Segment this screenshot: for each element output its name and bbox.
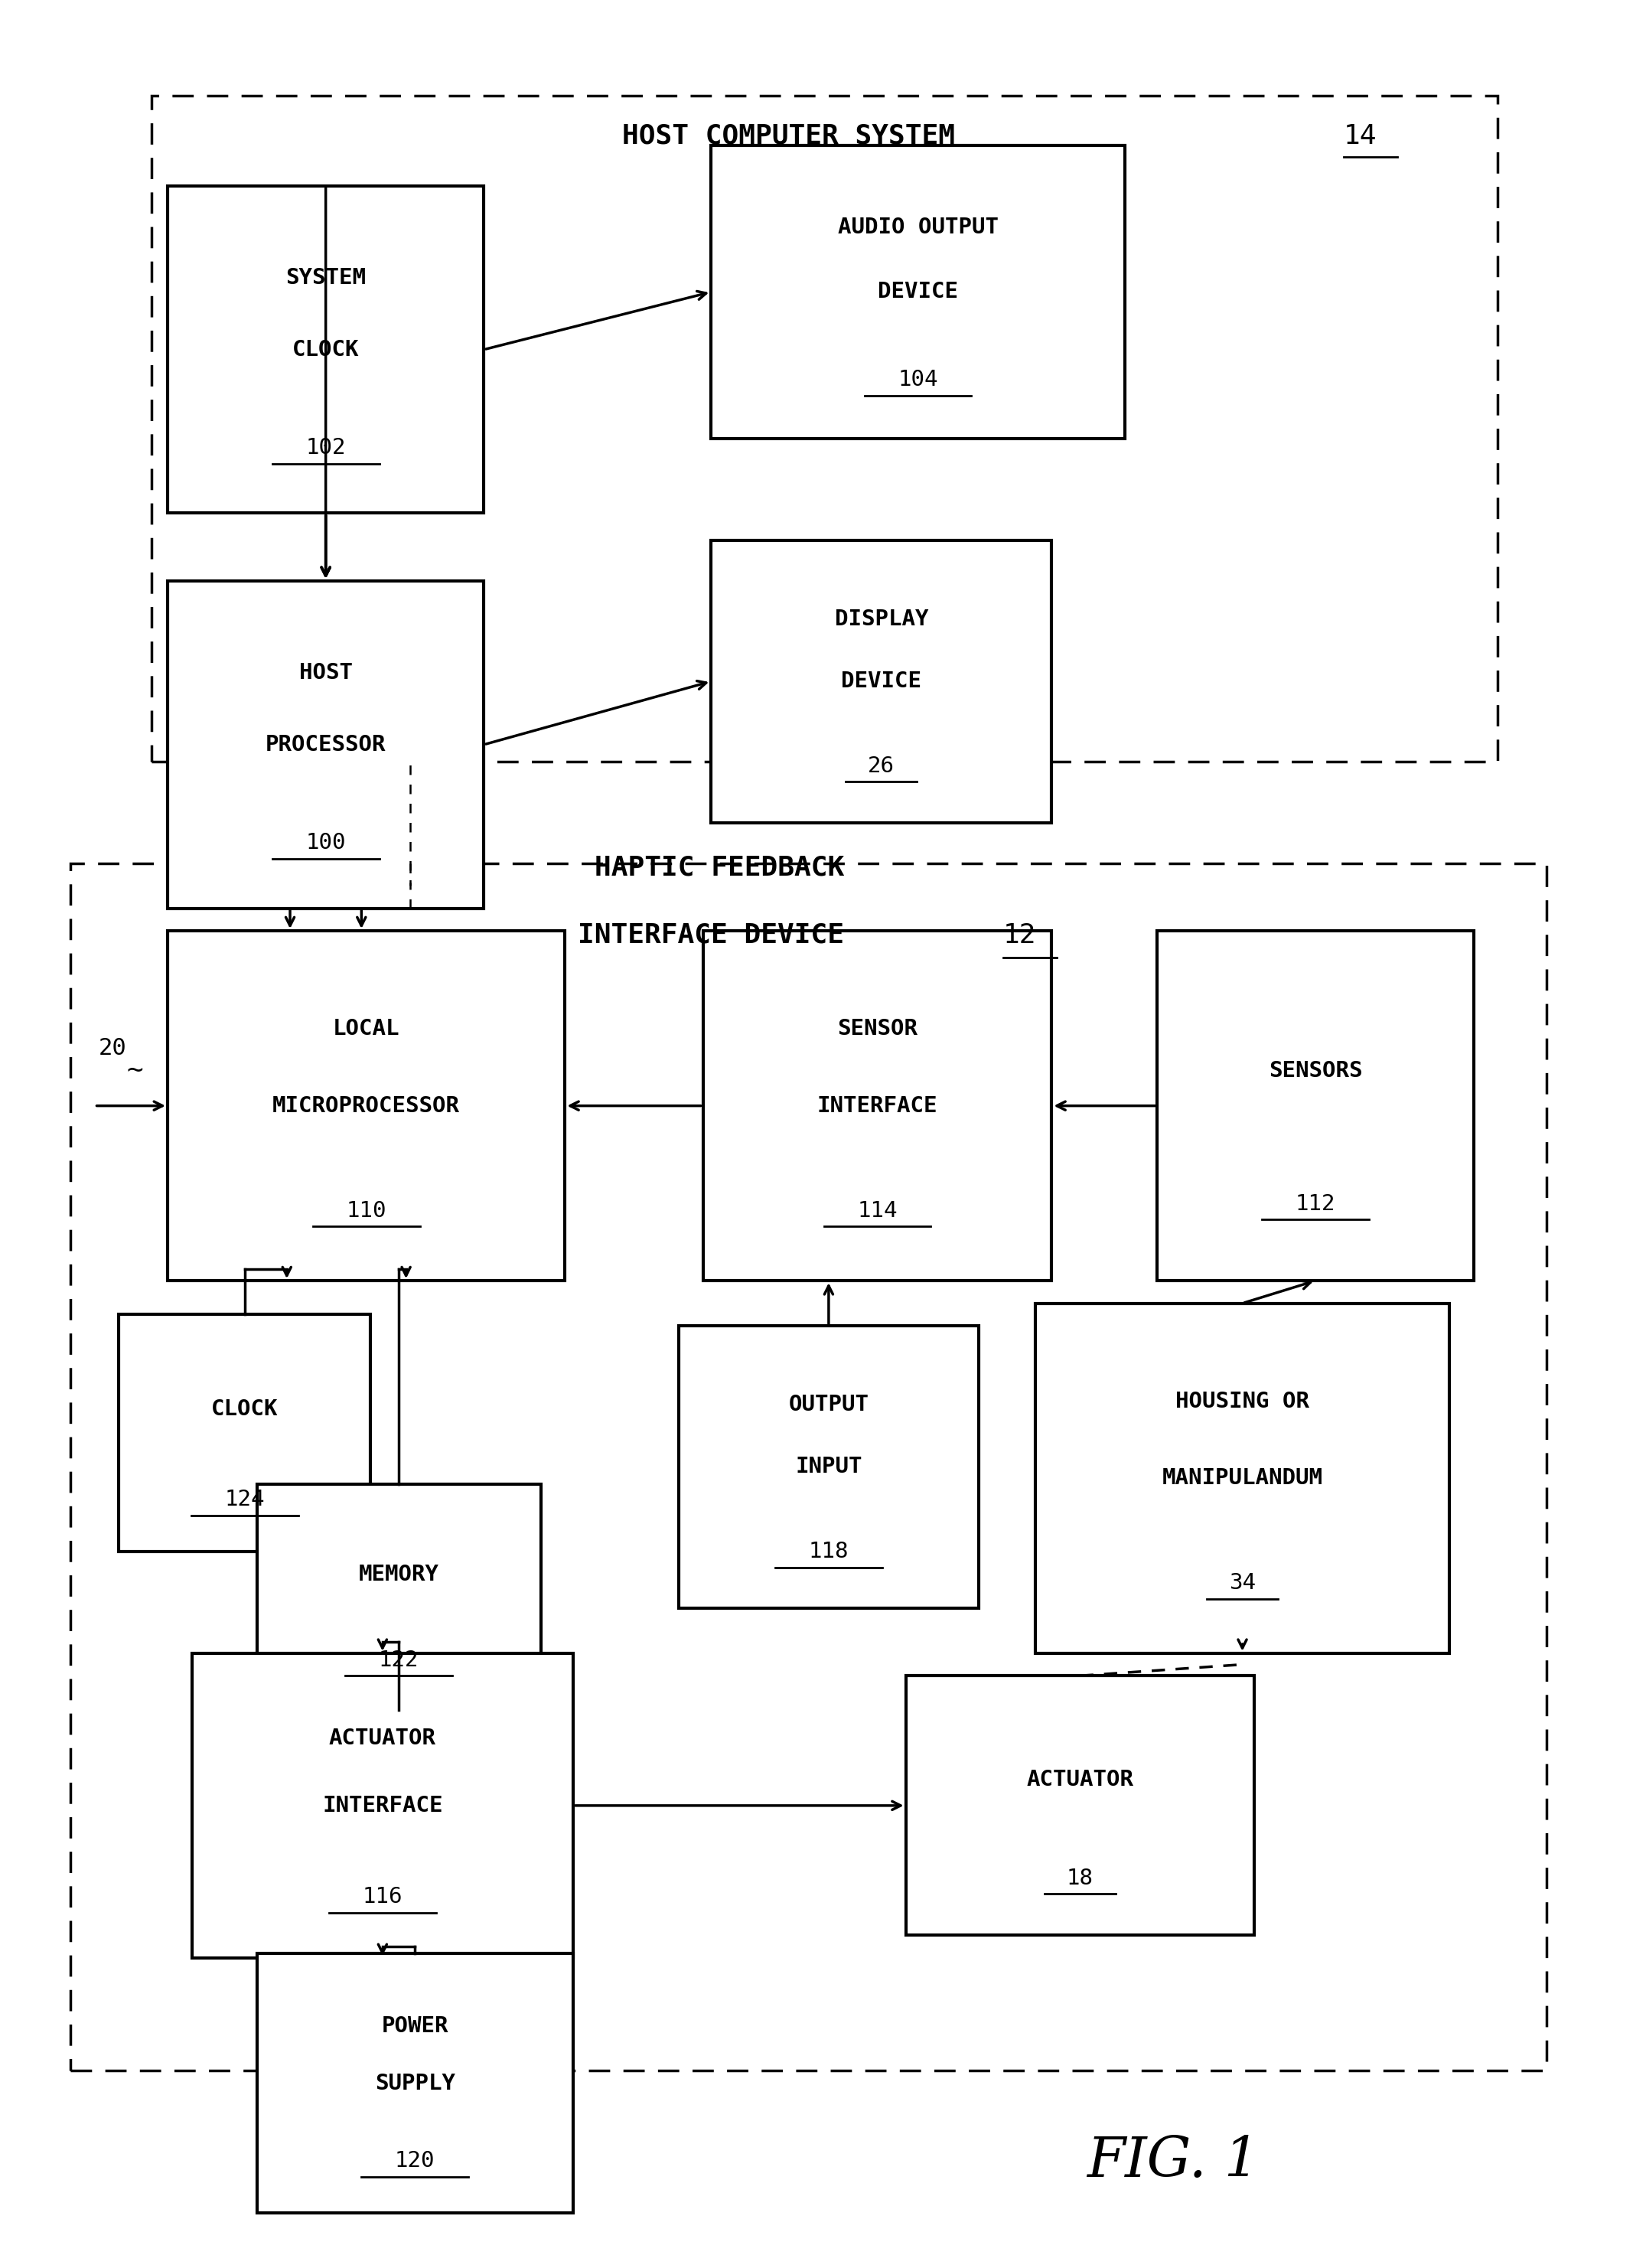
Text: INTERFACE: INTERFACE [816, 1095, 937, 1116]
Bar [168, 581, 483, 907]
Text: 102: 102 [305, 438, 346, 458]
Text: 124: 124 [224, 1488, 265, 1510]
Text: CLOCK: CLOCK [211, 1399, 278, 1420]
Bar [256, 1483, 541, 1710]
Text: OUTPUT: OUTPUT [789, 1395, 869, 1415]
Bar [119, 1315, 371, 1551]
Bar [152, 95, 1497, 762]
Bar [702, 930, 1052, 1281]
Text: 18: 18 [1066, 1867, 1094, 1889]
Text: HOST COMPUTER SYSTEM: HOST COMPUTER SYSTEM [622, 122, 972, 150]
Text: LOCAL: LOCAL [333, 1018, 400, 1039]
Bar [168, 930, 565, 1281]
Text: INPUT: INPUT [795, 1456, 862, 1479]
Text: DISPLAY: DISPLAY [834, 608, 928, 631]
Bar [168, 186, 483, 513]
Bar [710, 145, 1125, 438]
Text: 112: 112 [1295, 1193, 1336, 1213]
Bar [1035, 1304, 1448, 1653]
Text: FIG. 1: FIG. 1 [1088, 2134, 1259, 2189]
Bar [906, 1676, 1254, 1935]
Text: 14: 14 [1344, 122, 1377, 150]
Bar [256, 1953, 573, 2214]
Text: DEVICE: DEVICE [841, 671, 921, 692]
Text: ACTUATOR: ACTUATOR [1027, 1769, 1133, 1789]
Text: MICROPROCESSOR: MICROPROCESSOR [273, 1095, 461, 1116]
Text: 34: 34 [1230, 1572, 1256, 1594]
Bar [1158, 930, 1473, 1281]
Text: 104: 104 [898, 370, 937, 390]
Text: SENSORS: SENSORS [1269, 1059, 1362, 1082]
Text: SUPPLY: SUPPLY [376, 2073, 456, 2093]
Text: SENSOR: SENSOR [838, 1018, 918, 1039]
Text: 12: 12 [1003, 923, 1037, 948]
Text: INTERFACE DEVICE: INTERFACE DEVICE [578, 923, 861, 948]
Text: 122: 122 [379, 1649, 418, 1672]
Text: AUDIO OUTPUT: AUDIO OUTPUT [838, 218, 998, 238]
Bar [70, 864, 1546, 2071]
Text: 114: 114 [857, 1200, 898, 1222]
Text: DEVICE: DEVICE [877, 281, 959, 302]
Text: 100: 100 [305, 832, 346, 853]
Bar [710, 540, 1052, 823]
Text: CLOCK: CLOCK [292, 338, 359, 361]
Text: PROCESSOR: PROCESSOR [266, 735, 385, 755]
Text: MANIPULANDUM: MANIPULANDUM [1163, 1467, 1323, 1490]
Bar [193, 1653, 573, 1957]
Text: 20: 20 [100, 1036, 127, 1059]
Text: 116: 116 [363, 1887, 403, 1907]
Text: 118: 118 [808, 1540, 849, 1563]
Text: 120: 120 [395, 2150, 434, 2173]
Text: ~: ~ [127, 1057, 144, 1084]
Text: HAPTIC FEEDBACK: HAPTIC FEEDBACK [594, 855, 844, 880]
Text: HOST: HOST [299, 662, 353, 683]
Text: INTERFACE: INTERFACE [322, 1794, 443, 1817]
Bar [679, 1327, 978, 1608]
Text: SYSTEM: SYSTEM [286, 268, 366, 288]
Text: 110: 110 [346, 1200, 387, 1222]
Text: 26: 26 [869, 755, 895, 776]
Text: MEMORY: MEMORY [359, 1563, 439, 1585]
Text: ACTUATOR: ACTUATOR [328, 1728, 436, 1749]
Text: POWER: POWER [382, 2016, 449, 2037]
Text: HOUSING OR: HOUSING OR [1176, 1390, 1310, 1413]
